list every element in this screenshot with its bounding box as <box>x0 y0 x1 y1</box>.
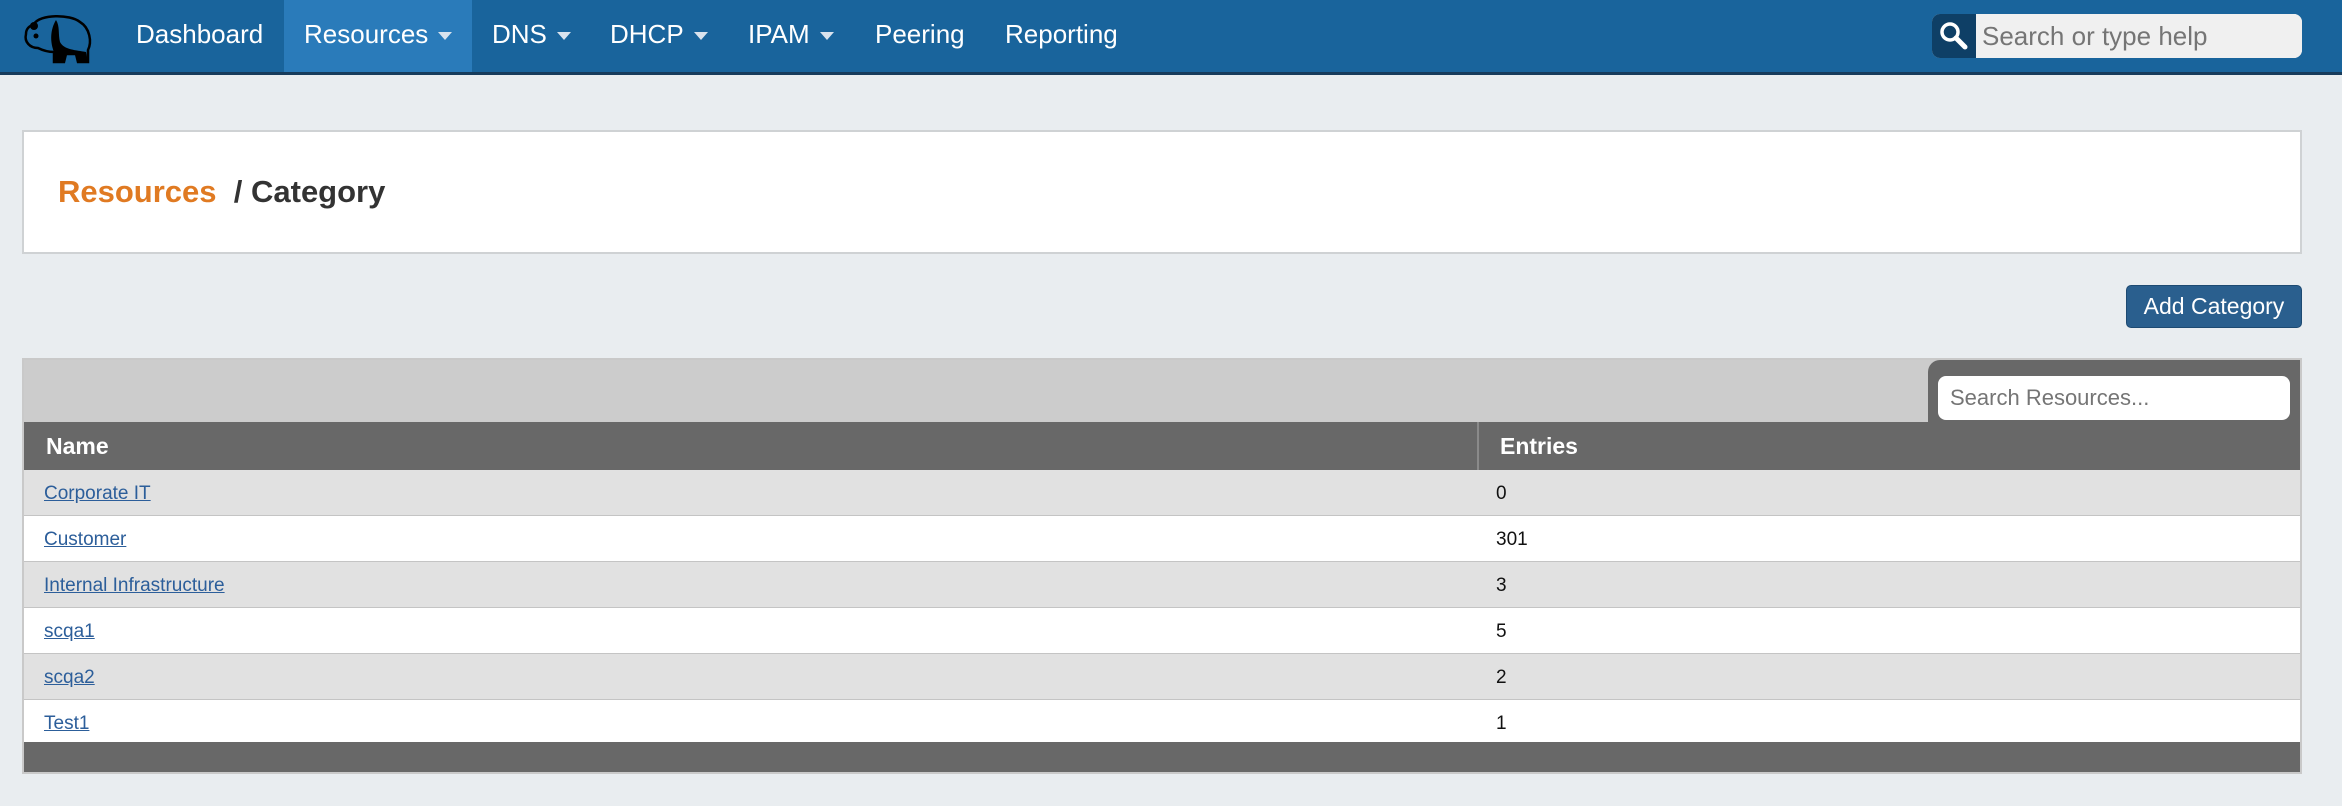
column-header-name[interactable]: Name <box>46 433 109 459</box>
entries-count: 5 <box>1496 621 1507 642</box>
nav-item-peering[interactable]: Peering <box>855 0 985 72</box>
nav-item-label: Peering <box>875 19 965 49</box>
caret-down-icon <box>438 32 453 41</box>
nav-item-resources[interactable]: Resources <box>284 0 473 72</box>
entries-count: 2 <box>1496 667 1507 688</box>
entries-count: 3 <box>1496 575 1507 596</box>
table-row: Internal Infrastructure 3 <box>24 562 2300 608</box>
table-search-wrap <box>1928 360 2300 422</box>
caret-down-icon <box>693 32 708 41</box>
breadcrumb-current: / Category <box>233 174 386 209</box>
table-search-input[interactable] <box>1938 376 2290 420</box>
top-nav: Dashboard Resources DNS DHCP IPAM Peering Repo… <box>0 0 2342 75</box>
global-search <box>1932 14 2302 58</box>
table-header: Name Entries <box>24 422 2300 470</box>
category-table: Name Entries Corporate IT 0 Customer 301 Int… <box>22 358 2302 774</box>
table-row: scqa2 2 <box>24 654 2300 700</box>
nav-item-label: Resources <box>304 19 429 49</box>
nav-item-label: DHCP <box>610 19 684 49</box>
category-link[interactable]: Corporate IT <box>44 483 151 504</box>
entries-count: 1 <box>1496 713 1507 734</box>
nav-item-dhcp[interactable]: DHCP <box>590 0 728 72</box>
category-link[interactable]: scqa2 <box>44 667 95 688</box>
nav-item-dns[interactable]: DNS <box>472 0 591 72</box>
caret-down-icon <box>819 32 834 41</box>
category-link[interactable]: Internal Infrastructure <box>44 575 225 596</box>
panda-logo-icon[interactable] <box>20 12 96 64</box>
global-search-input[interactable] <box>1976 14 2302 58</box>
breadcrumb-panel: Resources / Category <box>22 130 2302 254</box>
breadcrumb-resources-link[interactable]: Resources <box>58 174 217 209</box>
table-row: scqa1 5 <box>24 608 2300 654</box>
nav-item-dashboard[interactable]: Dashboard <box>116 0 283 72</box>
table-footer <box>24 742 2300 772</box>
add-category-button[interactable]: Add Category <box>2126 285 2302 328</box>
caret-down-icon <box>556 32 571 41</box>
category-link[interactable]: Test1 <box>44 713 90 734</box>
nav-item-ipam[interactable]: IPAM <box>728 0 854 72</box>
category-link[interactable]: scqa1 <box>44 621 95 642</box>
nav-item-reporting[interactable]: Reporting <box>985 0 1138 72</box>
category-link[interactable]: Customer <box>44 529 127 550</box>
breadcrumb: Resources / Category <box>58 174 385 210</box>
nav-item-label: Dashboard <box>136 19 264 49</box>
nav-item-label: IPAM <box>748 19 810 49</box>
entries-count: 0 <box>1496 483 1507 504</box>
nav-item-label: Reporting <box>1005 19 1118 49</box>
nav-item-label: DNS <box>492 19 547 49</box>
entries-count: 301 <box>1496 529 1528 550</box>
column-header-entries[interactable]: Entries <box>1500 433 1578 459</box>
table-row: Customer 301 <box>24 516 2300 562</box>
column-divider <box>1477 422 1479 470</box>
table-row: Corporate IT 0 <box>24 470 2300 516</box>
table-row: Test1 1 <box>24 700 2300 746</box>
search-icon[interactable] <box>1932 14 1976 58</box>
